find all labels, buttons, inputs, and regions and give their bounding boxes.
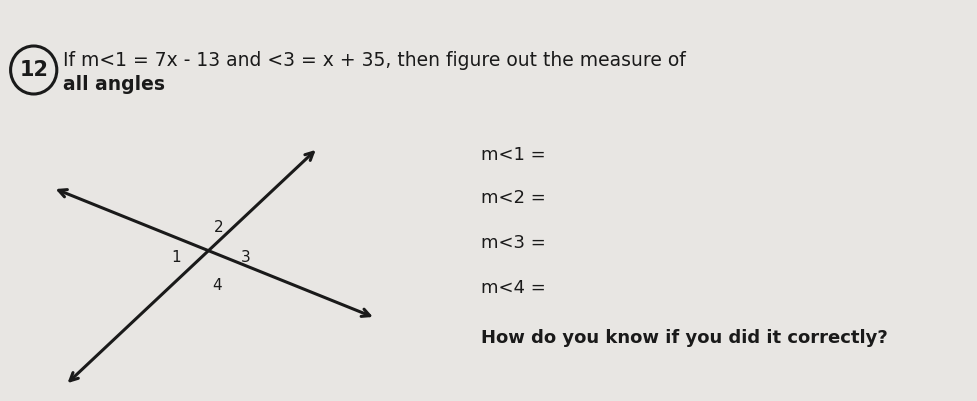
Text: 2: 2 <box>214 219 223 235</box>
Text: all angles: all angles <box>63 75 164 95</box>
Text: If m<1 = 7x - 13 and <3 = x + 35, then figure out the measure of: If m<1 = 7x - 13 and <3 = x + 35, then f… <box>63 51 685 69</box>
Text: How do you know if you did it correctly?: How do you know if you did it correctly? <box>481 329 887 347</box>
Text: m<1 =: m<1 = <box>481 146 545 164</box>
Text: m<4 =: m<4 = <box>481 279 545 297</box>
Text: m<3 =: m<3 = <box>481 234 545 252</box>
Text: m<2 =: m<2 = <box>481 189 545 207</box>
Text: 12: 12 <box>20 60 48 80</box>
Text: 1: 1 <box>171 249 181 265</box>
Text: 4: 4 <box>212 277 221 292</box>
Text: 3: 3 <box>240 249 250 265</box>
